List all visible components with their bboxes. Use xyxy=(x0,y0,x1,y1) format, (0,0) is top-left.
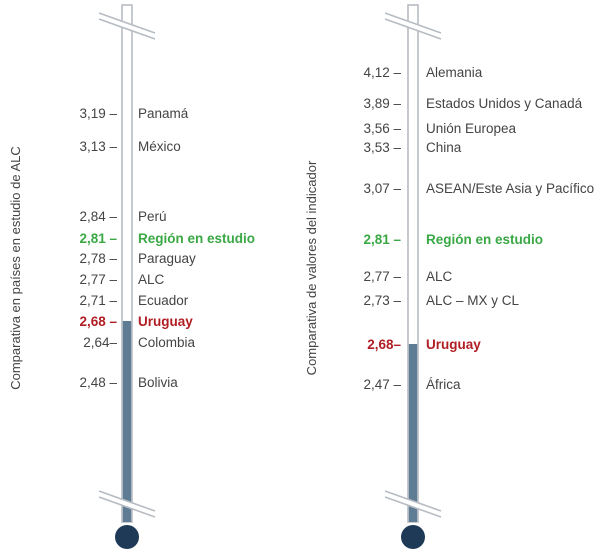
data-value-label: 3,53 – xyxy=(363,140,401,155)
thermometer-chart-indicator: Comparativa de valores del indicador 4,12… xyxy=(304,4,594,549)
data-category-label: África xyxy=(426,377,461,392)
data-category-label: Alemania xyxy=(426,65,483,80)
data-category-label: Bolivia xyxy=(138,375,178,390)
data-category-label: ALC – MX y CL xyxy=(426,293,520,308)
data-value-label: 2,71 – xyxy=(79,293,117,308)
data-category-label: Uruguay xyxy=(138,314,193,329)
data-value-label: 2,73 – xyxy=(363,293,401,308)
data-value-label: 2,47 – xyxy=(363,377,401,392)
axis-break-top xyxy=(98,12,156,40)
data-category-label: Unión Europea xyxy=(426,121,517,136)
data-value-label: 2,64– xyxy=(83,335,117,350)
data-value-label: 2,81 – xyxy=(363,232,401,247)
axis-break-bottom xyxy=(98,490,156,518)
data-value-label: 2,77 – xyxy=(79,272,117,287)
axis-break-bottom xyxy=(384,490,442,518)
data-value-label: 2,81 – xyxy=(79,231,117,246)
data-value-label: 3,56 – xyxy=(363,121,401,136)
axis-break-top xyxy=(384,12,442,40)
data-value-label: 2,48 – xyxy=(79,375,117,390)
data-value-label: 4,12 – xyxy=(363,65,401,80)
data-category-label: Estados Unidos y Canadá xyxy=(426,96,583,111)
data-category-label: Región en estudio xyxy=(138,231,255,246)
y-axis-label: Comparativa de valores del indicador xyxy=(304,160,319,375)
data-value-label: 3,19 – xyxy=(79,106,117,121)
data-category-label: ALC xyxy=(138,272,165,287)
y-axis-label: Comparativa en países en estudio de ALC xyxy=(8,146,23,390)
data-category-label: México xyxy=(138,139,181,154)
data-value-label: 2,77 – xyxy=(363,269,401,284)
data-category-label: Uruguay xyxy=(426,337,481,352)
thermometer-fill xyxy=(408,344,418,522)
data-category-label: Ecuador xyxy=(138,293,189,308)
data-value-label: 3,13 – xyxy=(79,139,117,154)
data-value-label: 2,84 – xyxy=(79,209,117,224)
data-category-label: ALC xyxy=(426,269,453,284)
thermometer-bulb xyxy=(115,525,139,549)
data-value-label: 2,68– xyxy=(367,337,401,352)
data-category-label: Paraguay xyxy=(138,251,196,266)
data-value-label: 3,89 – xyxy=(363,96,401,111)
data-category-label: China xyxy=(426,140,462,155)
thermometer-chart-countries: Comparativa en países en estudio de ALC 3… xyxy=(8,4,255,549)
data-category-label: Perú xyxy=(138,209,167,224)
data-category-label: ASEAN/Este Asia y Pacífico xyxy=(426,181,594,196)
data-category-label: Colombia xyxy=(138,335,196,350)
data-category-label: Panamá xyxy=(138,106,189,121)
data-value-label: 3,07 – xyxy=(363,181,401,196)
thermometer-bulb xyxy=(401,525,425,549)
thermometer-fill xyxy=(122,321,132,522)
data-value-label: 2,78 – xyxy=(79,251,117,266)
data-value-label: 2,68 – xyxy=(79,314,117,329)
data-category-label: Región en estudio xyxy=(426,232,543,247)
